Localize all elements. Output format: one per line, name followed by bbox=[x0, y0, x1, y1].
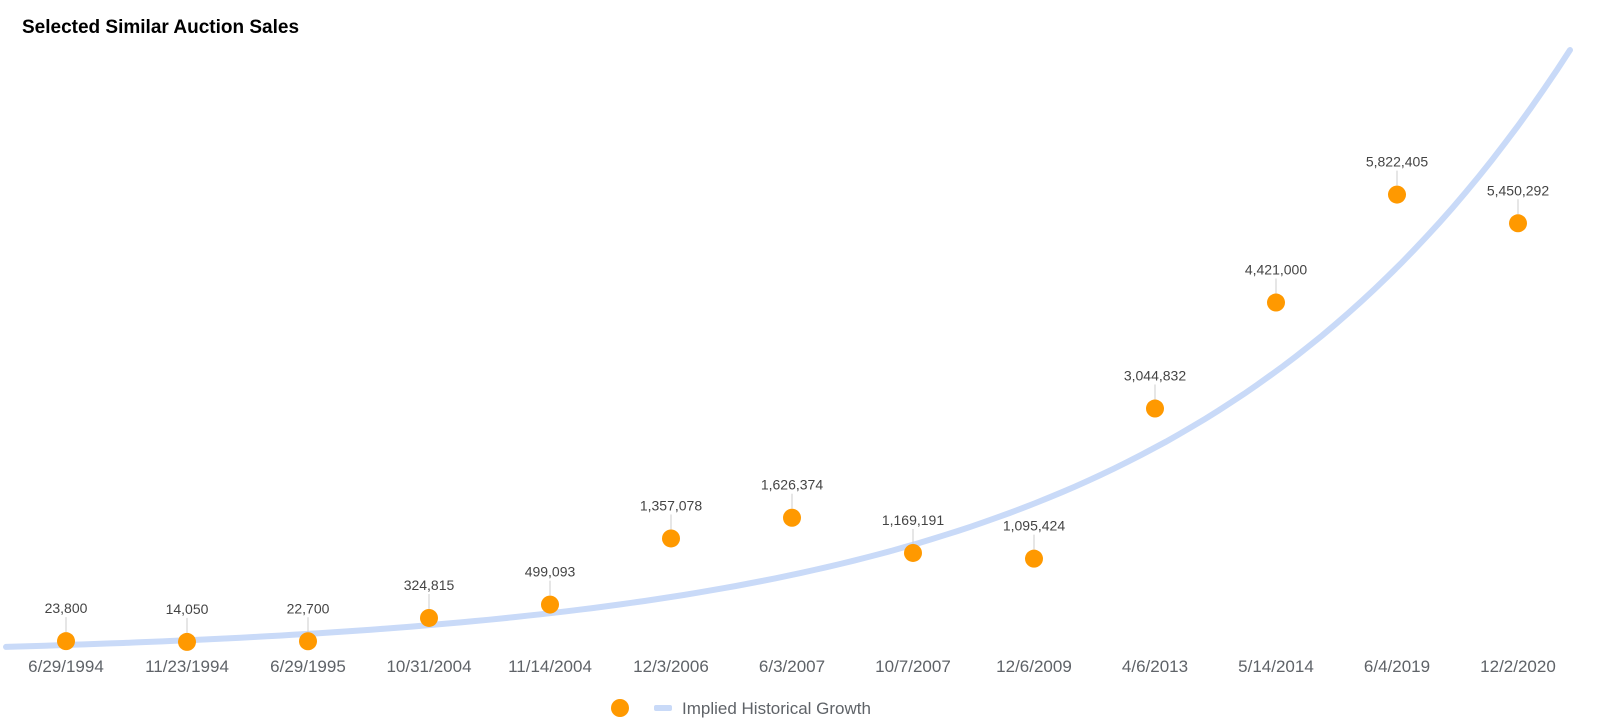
data-label: 1,095,424 bbox=[1003, 518, 1065, 534]
data-label: 14,050 bbox=[166, 601, 209, 617]
x-axis-tick-labels: 6/29/1994 11/23/1994 6/29/1995 10/31/2004 11… bbox=[28, 657, 1556, 676]
data-label: 3,044,832 bbox=[1124, 368, 1186, 384]
data-label: 1,169,191 bbox=[882, 512, 944, 528]
data-point bbox=[299, 632, 317, 651]
x-tick-label: 12/2/2020 bbox=[1480, 657, 1556, 676]
data-point bbox=[904, 543, 922, 562]
data-label: 1,626,374 bbox=[761, 477, 823, 493]
x-tick-label: 6/29/1995 bbox=[270, 657, 346, 676]
data-point bbox=[420, 608, 438, 627]
data-label: 5,450,292 bbox=[1487, 182, 1549, 198]
legend-label-growth: Implied Historical Growth bbox=[682, 699, 871, 718]
legend: Implied Historical Growth bbox=[611, 699, 871, 718]
data-point-layer bbox=[57, 185, 1527, 651]
x-tick-label: 4/6/2013 bbox=[1122, 657, 1188, 676]
data-label: 499,093 bbox=[525, 564, 576, 580]
data-label: 4,421,000 bbox=[1245, 262, 1307, 278]
leader-line-layer bbox=[65, 170, 1519, 633]
data-point bbox=[1267, 293, 1285, 312]
data-label: 22,700 bbox=[287, 600, 330, 616]
x-tick-label: 12/3/2006 bbox=[633, 657, 709, 676]
data-label: 23,800 bbox=[45, 600, 88, 616]
data-point bbox=[541, 595, 559, 614]
data-point bbox=[178, 632, 196, 651]
trend-line-layer bbox=[3, 47, 1573, 650]
x-tick-label: 12/6/2009 bbox=[996, 657, 1072, 676]
data-point bbox=[57, 632, 75, 651]
x-tick-label: 5/14/2014 bbox=[1238, 657, 1314, 676]
x-tick-label: 11/14/2004 bbox=[508, 657, 592, 676]
legend-swatch-growth bbox=[654, 705, 672, 711]
data-point bbox=[662, 529, 680, 548]
x-tick-label: 10/7/2007 bbox=[875, 657, 951, 676]
x-tick-label: 10/31/2004 bbox=[386, 657, 471, 676]
x-tick-label: 6/3/2007 bbox=[759, 657, 825, 676]
data-label: 1,357,078 bbox=[640, 497, 702, 513]
data-point bbox=[1025, 549, 1043, 568]
x-tick-label: 11/23/1994 bbox=[145, 657, 229, 676]
x-tick-label: 6/4/2019 bbox=[1364, 657, 1430, 676]
data-label: 324,815 bbox=[404, 577, 455, 593]
legend-swatch-sales bbox=[611, 699, 629, 717]
data-label: 5,822,405 bbox=[1366, 154, 1428, 170]
trend-line bbox=[3, 47, 1573, 650]
data-label-layer: 23,800 14,050 22,700 324,815 499,093 1,357,07… bbox=[45, 154, 1550, 617]
chart-title: Selected Similar Auction Sales bbox=[22, 17, 300, 38]
data-point bbox=[1388, 185, 1406, 204]
data-point bbox=[1146, 399, 1164, 418]
data-point bbox=[783, 508, 801, 527]
data-point bbox=[1509, 214, 1527, 233]
x-tick-label: 6/29/1994 bbox=[28, 657, 104, 676]
